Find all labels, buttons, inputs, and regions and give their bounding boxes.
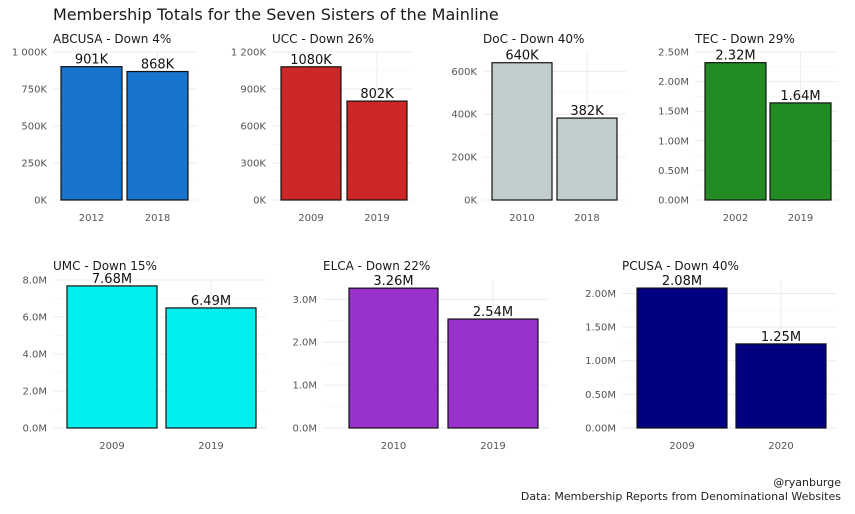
bar [60,66,123,201]
x-tick-label: 2002 [723,213,748,224]
y-tick-label: 0.50M [585,390,616,401]
y-tick-label: 1.50M [658,107,689,118]
panel-title: UCC - Down 26% [272,32,374,46]
data-label: 1.64M [780,89,820,104]
x-tick-label: 2010 [509,213,534,224]
panel-title: DoC - Down 40% [483,32,584,46]
y-tick-label: 750K [21,85,47,96]
panel-title: PCUSA - Down 40% [622,259,739,273]
y-tick-label: 0.50M [658,166,689,177]
credits: @ryanburge Data: Membership Reports from… [521,476,841,504]
data-label: 1.25M [761,330,801,345]
bar [735,343,827,429]
y-tick-label: 2.0M [22,387,47,398]
y-tick-label: 500K [21,122,47,133]
y-tick-label: 0.0M [292,424,317,435]
bar [346,100,408,201]
data-label: 2.54M [473,305,513,320]
y-tick-label: 200K [451,153,477,164]
y-tick-label: 300K [240,159,266,170]
y-tick-label: 1.0M [292,381,317,392]
x-tick-label: 2009 [99,441,124,452]
y-tick-label: 0K [34,196,47,207]
data-label: 802K [360,87,394,102]
chart-title: Membership Totals for the Seven Sisters … [53,5,499,24]
y-tick-label: 600K [451,67,477,78]
y-tick-label: 0K [464,196,477,207]
y-tick-label: 3.0M [292,295,317,306]
data-label: 2.08M [662,274,702,289]
x-tick-label: 2019 [364,213,389,224]
y-tick-label: 1 200K [231,48,267,59]
x-tick-label: 2019 [480,441,505,452]
data-label: 868K [141,58,175,73]
y-tick-label: 8.0M [22,276,47,287]
y-tick-label: 0.0M [22,424,47,435]
y-tick-label: 2.50M [658,48,689,59]
bar [348,287,439,429]
panel-title: TEC - Down 29% [694,32,795,46]
x-tick-label: 2019 [198,441,223,452]
data-label: 6.49M [191,294,231,309]
data-label: 382K [570,104,604,119]
data-label: 640K [505,49,539,64]
panel-title: ABCUSA - Down 4% [53,32,171,46]
data-label: 3.26M [373,274,413,289]
data-label: 901K [75,53,109,68]
bar [126,70,189,201]
bar [165,307,257,429]
x-tick-label: 2010 [381,441,406,452]
source-note: Data: Membership Reports from Denominati… [520,490,841,503]
y-tick-label: 4.0M [22,350,47,361]
x-tick-label: 2009 [669,441,694,452]
y-tick-label: 1.00M [658,136,689,147]
bar [280,66,342,201]
y-tick-label: 600K [240,122,266,133]
x-tick-label: 2020 [768,441,793,452]
y-tick-label: 1 000K [12,48,48,59]
bar [491,62,553,201]
bar [556,117,618,201]
x-tick-label: 2009 [298,213,323,224]
y-tick-label: 1.00M [585,356,616,367]
bar [704,62,767,201]
y-tick-label: 2.00M [585,289,616,300]
y-tick-label: 0K [253,196,266,207]
data-label: 1080K [290,53,332,68]
y-tick-label: 0.00M [658,196,689,207]
author-credit: @ryanburge [773,476,841,489]
data-label: 2.32M [715,49,755,64]
y-tick-label: 250K [21,159,47,170]
y-tick-label: 1.50M [585,323,616,334]
bar [769,102,832,201]
bar [636,287,728,429]
panel-title: UMC - Down 15% [53,259,157,273]
x-tick-label: 2018 [574,213,599,224]
x-tick-label: 2019 [788,213,813,224]
data-label: 7.68M [92,272,132,287]
y-tick-label: 0.00M [585,424,616,435]
y-tick-label: 2.0M [292,338,317,349]
y-tick-label: 400K [451,110,477,121]
x-tick-label: 2012 [79,213,104,224]
y-tick-label: 6.0M [22,313,47,324]
panel-title: ELCA - Down 22% [323,259,430,273]
y-tick-label: 2.00M [658,77,689,88]
bar [447,318,539,429]
x-tick-label: 2018 [145,213,170,224]
y-tick-label: 900K [240,85,266,96]
bar [66,285,158,429]
